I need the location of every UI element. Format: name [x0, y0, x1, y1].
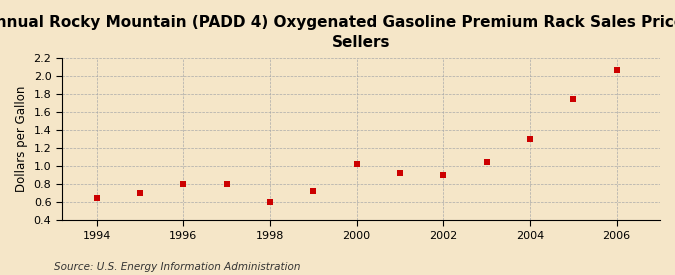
Point	[568, 96, 578, 101]
Point	[438, 173, 449, 177]
Point	[221, 182, 232, 186]
Point	[308, 189, 319, 194]
Point	[394, 171, 405, 176]
Point	[178, 182, 188, 186]
Point	[524, 137, 535, 141]
Y-axis label: Dollars per Gallon: Dollars per Gallon	[15, 86, 28, 192]
Title: Annual Rocky Mountain (PADD 4) Oxygenated Gasoline Premium Rack Sales Price by A: Annual Rocky Mountain (PADD 4) Oxygenate…	[0, 15, 675, 50]
Point	[351, 162, 362, 167]
Point	[91, 196, 102, 200]
Point	[265, 200, 275, 205]
Point	[481, 160, 492, 164]
Point	[134, 191, 145, 196]
Text: Source: U.S. Energy Information Administration: Source: U.S. Energy Information Administ…	[54, 262, 300, 272]
Point	[612, 67, 622, 72]
